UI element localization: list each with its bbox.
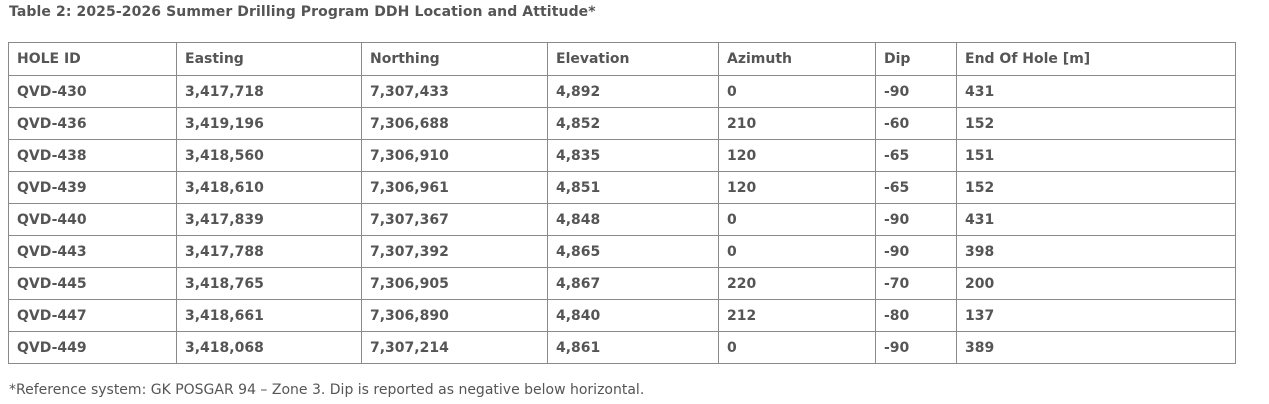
cell-dip: -65 (875, 171, 957, 204)
cell-dip: -90 (875, 331, 957, 364)
cell-hole-id: QVD-449 (8, 331, 177, 364)
cell-northing: 7,307,214 (361, 331, 548, 364)
header-azimuth: Azimuth (718, 42, 876, 76)
cell-dip: -60 (875, 107, 957, 140)
table-row: QVD-438 3,418,560 7,306,910 4,835 120 -65 151 (8, 139, 1236, 172)
cell-dip: -70 (875, 267, 957, 300)
header-hole-id: HOLE ID (8, 42, 177, 76)
table-row: QVD-440 3,417,839 7,307,367 4,848 0 -90 431 (8, 203, 1236, 236)
cell-hole-id: QVD-430 (8, 75, 177, 108)
header-elevation: Elevation (547, 42, 719, 76)
cell-dip: -65 (875, 139, 957, 172)
cell-dip: -90 (875, 235, 957, 268)
table-header-row: HOLE ID Easting Northing Elevation Azimu… (8, 42, 1236, 76)
cell-azimuth: 212 (718, 299, 876, 332)
table-row: QVD-447 3,418,661 7,306,890 4,840 212 -80 137 (8, 299, 1236, 332)
cell-hole-id: QVD-445 (8, 267, 177, 300)
cell-elevation: 4,861 (547, 331, 719, 364)
cell-end-of-hole: 152 (956, 171, 1236, 204)
cell-northing: 7,306,961 (361, 171, 548, 204)
table-row: QVD-449 3,418,068 7,307,214 4,861 0 -90 389 (8, 331, 1236, 364)
cell-northing: 7,306,890 (361, 299, 548, 332)
cell-hole-id: QVD-438 (8, 139, 177, 172)
cell-easting: 3,418,610 (176, 171, 362, 204)
cell-dip: -80 (875, 299, 957, 332)
cell-elevation: 4,852 (547, 107, 719, 140)
cell-azimuth: 220 (718, 267, 876, 300)
cell-azimuth: 0 (718, 203, 876, 236)
header-end-of-hole: End Of Hole [m] (956, 42, 1236, 76)
header-dip: Dip (875, 42, 957, 76)
cell-end-of-hole: 431 (956, 75, 1236, 108)
drill-hole-table: HOLE ID Easting Northing Elevation Azimu… (8, 42, 1236, 364)
cell-easting: 3,418,765 (176, 267, 362, 300)
cell-northing: 7,306,905 (361, 267, 548, 300)
header-northing: Northing (361, 42, 548, 76)
cell-elevation: 4,848 (547, 203, 719, 236)
cell-easting: 3,417,788 (176, 235, 362, 268)
table-row: QVD-445 3,418,765 7,306,905 4,867 220 -70 200 (8, 267, 1236, 300)
cell-azimuth: 0 (718, 235, 876, 268)
cell-end-of-hole: 200 (956, 267, 1236, 300)
table-row: QVD-430 3,417,718 7,307,433 4,892 0 -90 431 (8, 75, 1236, 108)
cell-easting: 3,417,718 (176, 75, 362, 108)
cell-hole-id: QVD-440 (8, 203, 177, 236)
cell-hole-id: QVD-443 (8, 235, 177, 268)
cell-azimuth: 210 (718, 107, 876, 140)
cell-elevation: 4,865 (547, 235, 719, 268)
table-row: QVD-443 3,417,788 7,307,392 4,865 0 -90 398 (8, 235, 1236, 268)
cell-easting: 3,418,560 (176, 139, 362, 172)
cell-end-of-hole: 398 (956, 235, 1236, 268)
cell-northing: 7,307,433 (361, 75, 548, 108)
cell-dip: -90 (875, 203, 957, 236)
cell-easting: 3,417,839 (176, 203, 362, 236)
cell-easting: 3,418,661 (176, 299, 362, 332)
header-easting: Easting (176, 42, 362, 76)
cell-end-of-hole: 151 (956, 139, 1236, 172)
cell-elevation: 4,851 (547, 171, 719, 204)
cell-hole-id: QVD-436 (8, 107, 177, 140)
cell-elevation: 4,892 (547, 75, 719, 108)
cell-end-of-hole: 152 (956, 107, 1236, 140)
cell-northing: 7,306,910 (361, 139, 548, 172)
cell-end-of-hole: 431 (956, 203, 1236, 236)
cell-end-of-hole: 389 (956, 331, 1236, 364)
table-body: QVD-430 3,417,718 7,307,433 4,892 0 -90 431 QVD… (8, 75, 1236, 364)
table-caption: Table 2: 2025-2026 Summer Drilling Progr… (9, 4, 596, 20)
cell-northing: 7,307,367 (361, 203, 548, 236)
cell-azimuth: 120 (718, 171, 876, 204)
cell-end-of-hole: 137 (956, 299, 1236, 332)
cell-easting: 3,419,196 (176, 107, 362, 140)
cell-easting: 3,418,068 (176, 331, 362, 364)
footnote: *Reference system: GK POSGAR 94 – Zone 3… (9, 382, 645, 398)
cell-elevation: 4,840 (547, 299, 719, 332)
cell-northing: 7,306,688 (361, 107, 548, 140)
cell-elevation: 4,867 (547, 267, 719, 300)
table-row: QVD-436 3,419,196 7,306,688 4,852 210 -60 152 (8, 107, 1236, 140)
cell-northing: 7,307,392 (361, 235, 548, 268)
cell-azimuth: 120 (718, 139, 876, 172)
cell-dip: -90 (875, 75, 957, 108)
table-row: QVD-439 3,418,610 7,306,961 4,851 120 -65 152 (8, 171, 1236, 204)
cell-hole-id: QVD-439 (8, 171, 177, 204)
cell-elevation: 4,835 (547, 139, 719, 172)
cell-azimuth: 0 (718, 331, 876, 364)
cell-hole-id: QVD-447 (8, 299, 177, 332)
cell-azimuth: 0 (718, 75, 876, 108)
